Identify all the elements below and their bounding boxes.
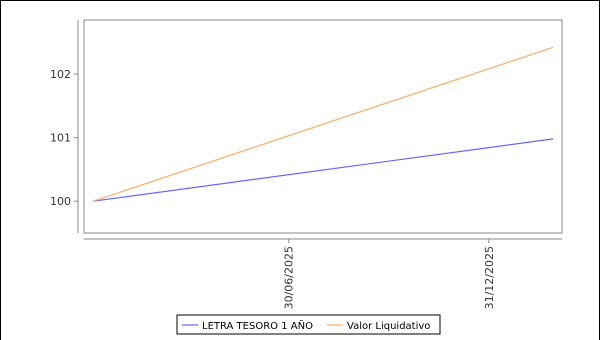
y-tick-label: 101 <box>50 132 71 145</box>
series-group <box>92 46 554 202</box>
legend-label-valor: Valor Liquidativo <box>347 321 430 332</box>
series-line-0 <box>92 138 554 202</box>
y-tick-group: 100 101 102 <box>50 68 78 208</box>
x-tick-group: 30/06/2025 31/12/2025 <box>283 239 496 309</box>
x-tick-label: 31/12/2025 <box>483 246 496 309</box>
legend-box <box>176 314 441 335</box>
series-line-1 <box>92 46 554 202</box>
x-tick-label: 30/06/2025 <box>283 246 296 309</box>
legend-label-letra: LETRA TESORO 1 AÑO <box>202 319 313 332</box>
y-tick-label: 102 <box>50 68 71 81</box>
y-tick-label: 100 <box>50 195 71 208</box>
plot-area <box>83 19 563 234</box>
legend: LETRA TESORO 1 AÑO Valor Liquidativo <box>176 314 441 335</box>
